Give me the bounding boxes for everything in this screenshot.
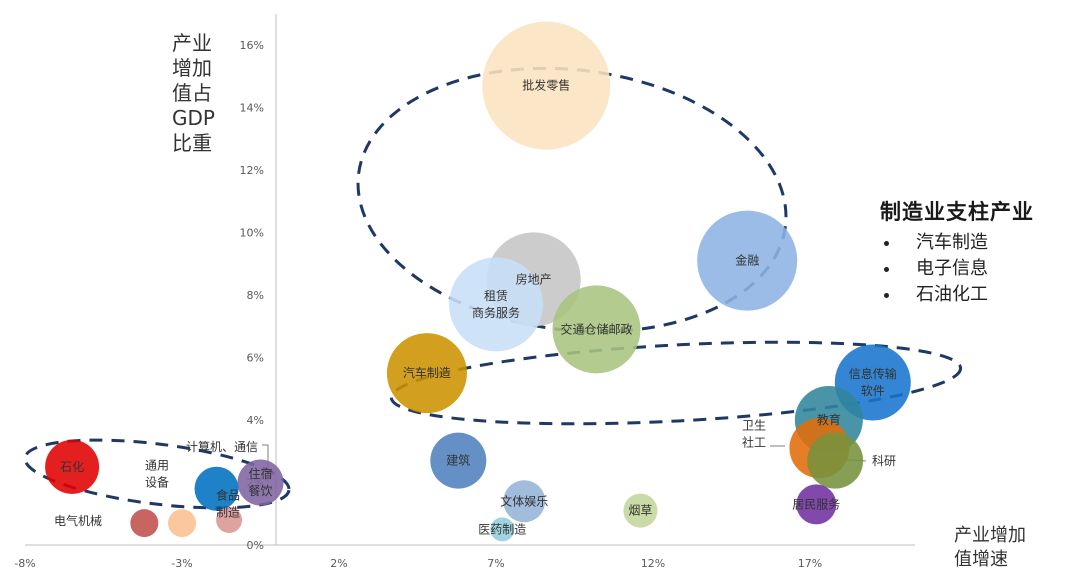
y-tick-label: 16%	[240, 39, 264, 52]
bubble-label: 居民服务	[792, 496, 840, 511]
y-tick-label: 14%	[240, 102, 264, 115]
bubble-label: 批发零售	[522, 78, 570, 93]
axes	[25, 14, 915, 546]
bubble	[216, 507, 243, 533]
bubble-label: 通用	[145, 459, 169, 473]
x-tick-label: 12%	[641, 557, 665, 570]
bubble-label: 汽车制造	[403, 365, 451, 380]
y-tick-label: 12%	[240, 164, 264, 177]
y-axis-label: 产业增加值占 GDP 比重	[172, 31, 215, 155]
bubble-label: 电气机械	[54, 513, 102, 528]
bubbles	[45, 21, 911, 542]
y-tick-label: 4%	[247, 414, 264, 427]
x-tick-label: 7%	[487, 557, 504, 570]
bubble	[807, 432, 864, 489]
bubble	[386, 333, 467, 414]
manufacturing-pillars-panel: 制造业支柱产业 汽车制造 电子信息 石油化工	[880, 196, 1075, 308]
bubble-label: 餐饮	[248, 483, 272, 498]
bubble	[130, 509, 159, 538]
ellipse-mid	[389, 340, 963, 426]
bubble-label: 教育	[817, 412, 841, 427]
bubble-label: 制造	[216, 506, 240, 520]
bullet-icon	[884, 241, 889, 246]
bubble	[490, 517, 515, 542]
bubble-label: 社工	[742, 435, 766, 450]
bubble-label: 卫生	[742, 419, 766, 433]
bubble	[796, 484, 837, 525]
bubble-label: 房地产	[516, 271, 552, 286]
y-tick-labels: 0%2%4%6%8%10%12%14%16%	[240, 39, 264, 552]
panel-title: 制造业支柱产业	[880, 200, 1034, 224]
x-tick-label: -3%	[171, 557, 192, 570]
y-tick-label: 10%	[240, 227, 264, 240]
bubble-label: 石化	[60, 460, 84, 474]
pillar-item: 汽车制造	[880, 230, 1075, 256]
bubble-label: 建筑	[446, 453, 470, 468]
bubble	[449, 257, 543, 352]
bubble	[697, 210, 798, 311]
bubble-label: 医药制造	[478, 522, 526, 536]
bubble-label: 科研	[872, 454, 896, 468]
bubble-label: 租赁	[484, 289, 508, 303]
ellipse-manufacturing	[23, 438, 291, 510]
leader-lines	[262, 444, 867, 482]
pillar-item: 石油化工	[880, 282, 1075, 308]
x-tick-label: -8%	[14, 557, 35, 570]
bubble-label: 烟草	[628, 504, 652, 518]
bubble	[45, 439, 100, 494]
bubble-label: 设备	[145, 476, 169, 490]
bubble-label: 信息传输	[849, 366, 897, 381]
y-tick-label: 8%	[247, 289, 264, 302]
bubble-label: 计算机、通信	[186, 439, 258, 454]
x-tick-label: 17%	[798, 557, 822, 570]
bubble-label: 商务服务	[472, 305, 520, 320]
x-axis-label: 产业增加值增速	[954, 525, 1026, 570]
bubble	[503, 480, 546, 523]
bubble-label: 文体娱乐	[500, 493, 548, 508]
bubble-label: 食品	[216, 488, 240, 503]
bullet-icon	[884, 267, 889, 272]
bubble	[237, 459, 284, 506]
bubble	[430, 432, 487, 489]
bubble-label: 金融	[735, 253, 759, 268]
pillar-list: 汽车制造 电子信息 石油化工	[880, 230, 1075, 308]
bullet-icon	[884, 293, 889, 298]
bubble-label: 交通仓储邮政	[560, 321, 632, 336]
y-tick-label: 0%	[247, 539, 264, 552]
bubble	[194, 466, 239, 511]
bubble	[623, 493, 658, 528]
y-tick-label: 6%	[247, 352, 264, 365]
bubble	[482, 21, 611, 150]
x-tick-labels: -8% -3% 2% 7% 12% 17%	[14, 557, 822, 570]
x-tick-label: 2%	[330, 557, 347, 570]
bubble-label: 软件	[861, 384, 885, 398]
bubble	[552, 285, 641, 374]
bubble-label: 住宿	[248, 466, 272, 481]
pillar-item: 电子信息	[880, 256, 1075, 282]
bubble	[168, 509, 196, 538]
